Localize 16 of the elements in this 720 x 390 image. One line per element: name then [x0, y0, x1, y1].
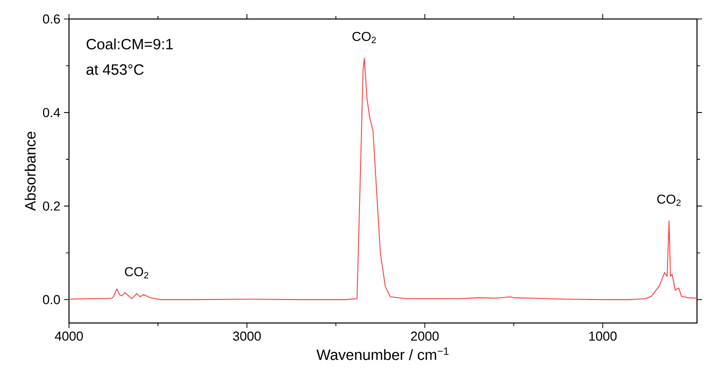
annotation: at 453°C — [86, 64, 144, 75]
y-tick-label: 0.4 — [42, 108, 60, 118]
annotation: CO$_{2}$ — [657, 194, 681, 206]
x-tick-label: 1000 — [589, 332, 617, 341]
y-axis-title: Absorbance — [24, 132, 36, 211]
x-tick-label: 4000 — [54, 332, 83, 341]
annotation: Coal:CM=9:1 — [86, 38, 173, 50]
line-series — [68, 58, 697, 300]
annotation: CO$_{2}$ — [124, 267, 148, 278]
annotation: CO$_{2}$ — [352, 32, 376, 44]
y-tick-label: 0.0 — [42, 295, 60, 304]
x-axis-title: Wavenumber / cm$^{−1}$ — [316, 348, 449, 360]
y-tick-label: 0.2 — [42, 201, 60, 211]
x-tick-label: 3000 — [232, 332, 261, 341]
x-tick-label: 2000 — [411, 332, 439, 341]
y-tick-label: 0.6 — [42, 14, 60, 24]
